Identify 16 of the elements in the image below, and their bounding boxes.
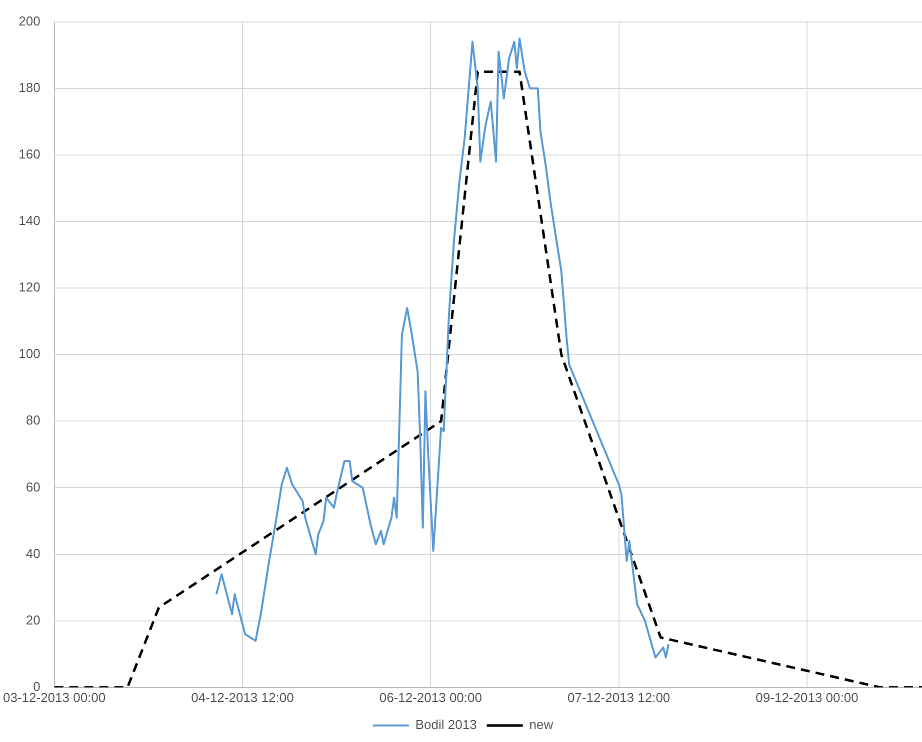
y-tick-label: 60 xyxy=(26,479,40,494)
y-tick-label: 80 xyxy=(26,412,40,428)
legend-label: new xyxy=(529,717,554,732)
x-tick-label: 04-12-2013 12:00 xyxy=(191,690,294,705)
y-tick-label: 180 xyxy=(18,80,40,95)
x-tick-label: 06-12-2013 00:00 xyxy=(379,690,482,705)
y-tick-label: 120 xyxy=(18,280,40,295)
y-tick-label: 100 xyxy=(18,346,40,362)
y-tick-label: 200 xyxy=(18,13,40,28)
legend-label: Bodil 2013 xyxy=(415,717,477,732)
y-tick-label: 40 xyxy=(26,546,40,561)
x-tick-label: 07-12-2013 12:00 xyxy=(568,690,670,705)
x-tick-label: 09-12-2013 00:00 xyxy=(756,690,858,705)
y-tick-label: 160 xyxy=(18,146,40,162)
y-tick-label: 140 xyxy=(18,213,40,228)
y-tick-label: 20 xyxy=(26,612,40,628)
